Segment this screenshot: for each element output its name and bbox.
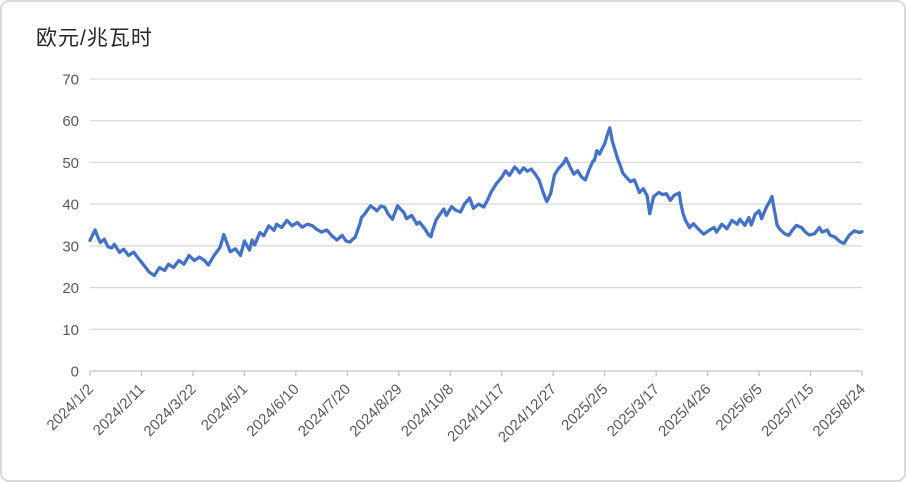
y-tick-label: 60	[62, 113, 79, 130]
y-tick-label: 20	[62, 280, 79, 297]
y-tick-label: 40	[62, 197, 79, 214]
x-tick-label: 2025/4/26	[655, 381, 714, 440]
x-tick-label: 2024/8/29	[346, 381, 405, 440]
y-tick-label: 30	[62, 238, 79, 255]
y-tick-label: 70	[62, 72, 79, 89]
y-tick-label: 0	[71, 364, 79, 381]
price-line	[88, 126, 864, 278]
x-tick-label: 2024/1/2	[44, 381, 97, 434]
x-tick-label: 2025/8/24	[810, 381, 869, 440]
x-tick-label: 2024/5/1	[198, 381, 251, 434]
x-tick-label: 2024/7/20	[295, 381, 354, 440]
x-tick-label: 2025/2/5	[558, 381, 611, 434]
x-tick-label: 2025/3/17	[604, 381, 663, 440]
chart-title: 欧元/兆瓦时	[36, 27, 153, 50]
y-tick-label: 50	[62, 155, 79, 172]
x-tick-label: 2025/6/5	[713, 381, 766, 434]
y-axis-labels: 0 10 20 30 40 50 60 70	[62, 72, 79, 381]
x-tick-label: 2025/7/15	[758, 381, 817, 440]
x-axis-labels: 2024/1/22024/2/112024/3/222024/5/12024/6…	[44, 371, 869, 446]
x-tick-label: 2024/6/10	[243, 381, 302, 440]
x-tick-label: 2024/3/22	[141, 381, 200, 440]
x-tick-label: 2024/2/11	[90, 381, 148, 439]
y-tick-label: 10	[62, 322, 79, 339]
